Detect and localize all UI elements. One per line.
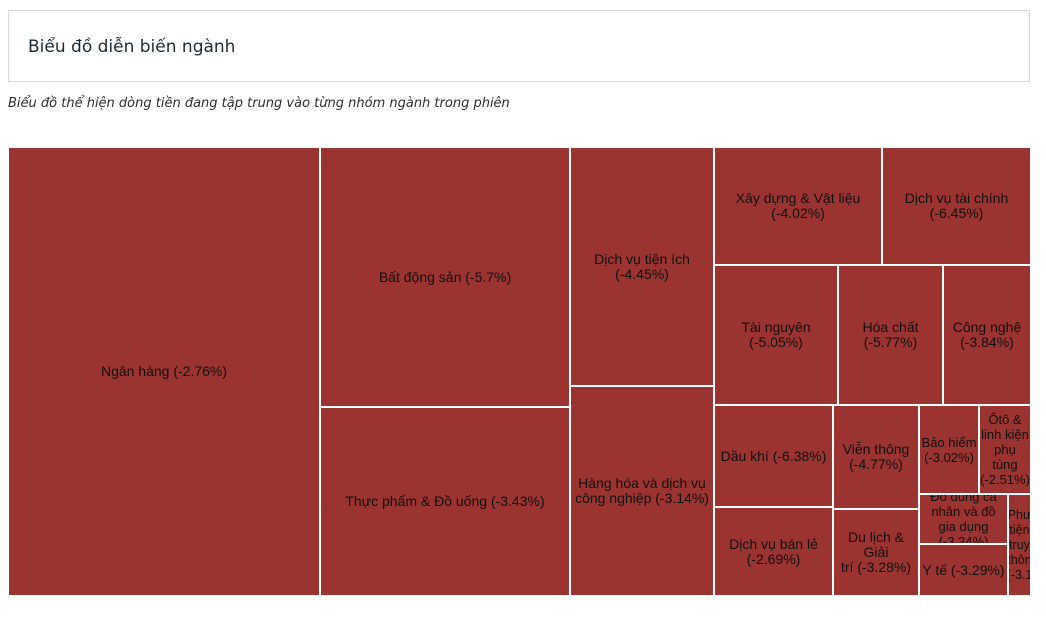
chart-header-box: Biểu đồ diễn biến ngành — [8, 10, 1030, 82]
treemap-tile-bao-hiem[interactable]: Bảo hiểm (-3.02%) — [919, 405, 979, 494]
treemap-tile-label: Tài nguyên (-5.05%) — [741, 319, 811, 350]
treemap-tile-label: Công nghệ (-3.84%) — [952, 319, 1022, 350]
treemap-tile-du-lich-giai-tri[interactable]: Du lịch & Giải trí (-3.28%) — [833, 509, 919, 596]
treemap-tile-hang-hoa-va-dich-vu-cong-nghiep[interactable]: Hàng hóa và dịch vụ công nghiệp (-3.14%) — [570, 386, 714, 596]
treemap-tile-tai-nguyen[interactable]: Tài nguyên (-5.05%) — [714, 265, 838, 405]
treemap-tile-dich-vu-tai-chinh[interactable]: Dịch vụ tài chính (-6.45%) — [882, 147, 1031, 265]
treemap-tile-cong-nghe[interactable]: Công nghệ (-3.84%) — [943, 265, 1031, 405]
chart-title: Biểu đồ diễn biến ngành — [28, 37, 236, 57]
treemap-tile-dau-khi[interactable]: Dầu khí (-6.38%) — [714, 405, 833, 507]
treemap-tile-thuc-pham-do-uong[interactable]: Thực phẩm & Đồ uống (-3.43%) — [320, 407, 570, 596]
treemap-tile-label: Hóa chất (-5.77%) — [862, 319, 919, 350]
treemap-tile-label: Ôtô & linh kiện phụ tùng (-2.51%) — [980, 412, 1030, 487]
treemap-tile-label: Dầu khí (-6.38%) — [720, 447, 827, 464]
treemap-tile-label: Dịch vụ tài chính (-6.45%) — [904, 190, 1009, 221]
treemap-tile-dich-vu-ban-le[interactable]: Dịch vụ bán lẻ (-2.69%) — [714, 507, 833, 596]
treemap-tile-do-dung-ca-nhan-va-do-gia-dung[interactable]: Đồ dùng cá nhân và đồ gia dụng (-3.34%) — [919, 494, 1008, 544]
treemap-tile-label: Thực phẩm & Đồ uống (-3.43%) — [345, 493, 545, 509]
treemap-tile-vien-thong[interactable]: Viễn thông (-4.77%) — [833, 405, 919, 509]
treemap-tile-label: Hàng hóa và dịch vụ công nghiệp (-3.14%) — [575, 475, 709, 506]
treemap-tile-label: Y tế (-3.29%) — [922, 561, 1005, 578]
treemap-tile-label: Bảo hiểm (-3.02%) — [921, 434, 977, 465]
treemap-tile-label: Bất động sản (-5.7%) — [378, 268, 512, 285]
treemap-tile-label: Đồ dùng cá nhân và đồ gia dụng (-3.34%) — [930, 494, 997, 544]
treemap-tile-bat-dong-san[interactable]: Bất động sản (-5.7%) — [320, 147, 570, 407]
treemap-tile-ngan-hang[interactable]: Ngân hàng (-2.76%) — [8, 147, 320, 596]
treemap-tile-label: Du lịch & Giải trí (-3.28%) — [840, 529, 911, 575]
treemap-tile-dich-vu-tien-ich[interactable]: Dịch vụ tiện ích (-4.45%) — [570, 147, 714, 386]
treemap-tile-hoa-chat[interactable]: Hóa chất (-5.77%) — [838, 265, 943, 405]
treemap-tile-y-te[interactable]: Y tế (-3.29%) — [919, 544, 1008, 596]
chart-subtitle: Biểu đồ thể hiện dòng tiền đang tập trun… — [8, 96, 510, 111]
treemap-tile-label: Dịch vụ tiện ích (-4.45%) — [594, 250, 690, 282]
treemap-tile-label: Xây dựng & Vật liệu (-4.02%) — [735, 190, 861, 221]
treemap-tile-oto-linh-kien-phu-tung[interactable]: Ôtô & linh kiện phụ tùng (-2.51%) — [979, 405, 1031, 494]
sector-treemap: Ngân hàng (-2.76%) Bất động sản (-5.7%) Th… — [8, 147, 1031, 596]
treemap-tile-label: Dịch vụ bán lẻ (-2.69%) — [729, 535, 818, 567]
treemap-tile-xay-dung-vat-lieu[interactable]: Xây dựng & Vật liệu (-4.02%) — [714, 147, 882, 265]
treemap-tile-label: Viễn thông (-4.77%) — [842, 441, 910, 472]
treemap-tile-label: Ngân hàng (-2.76%) — [100, 363, 228, 379]
